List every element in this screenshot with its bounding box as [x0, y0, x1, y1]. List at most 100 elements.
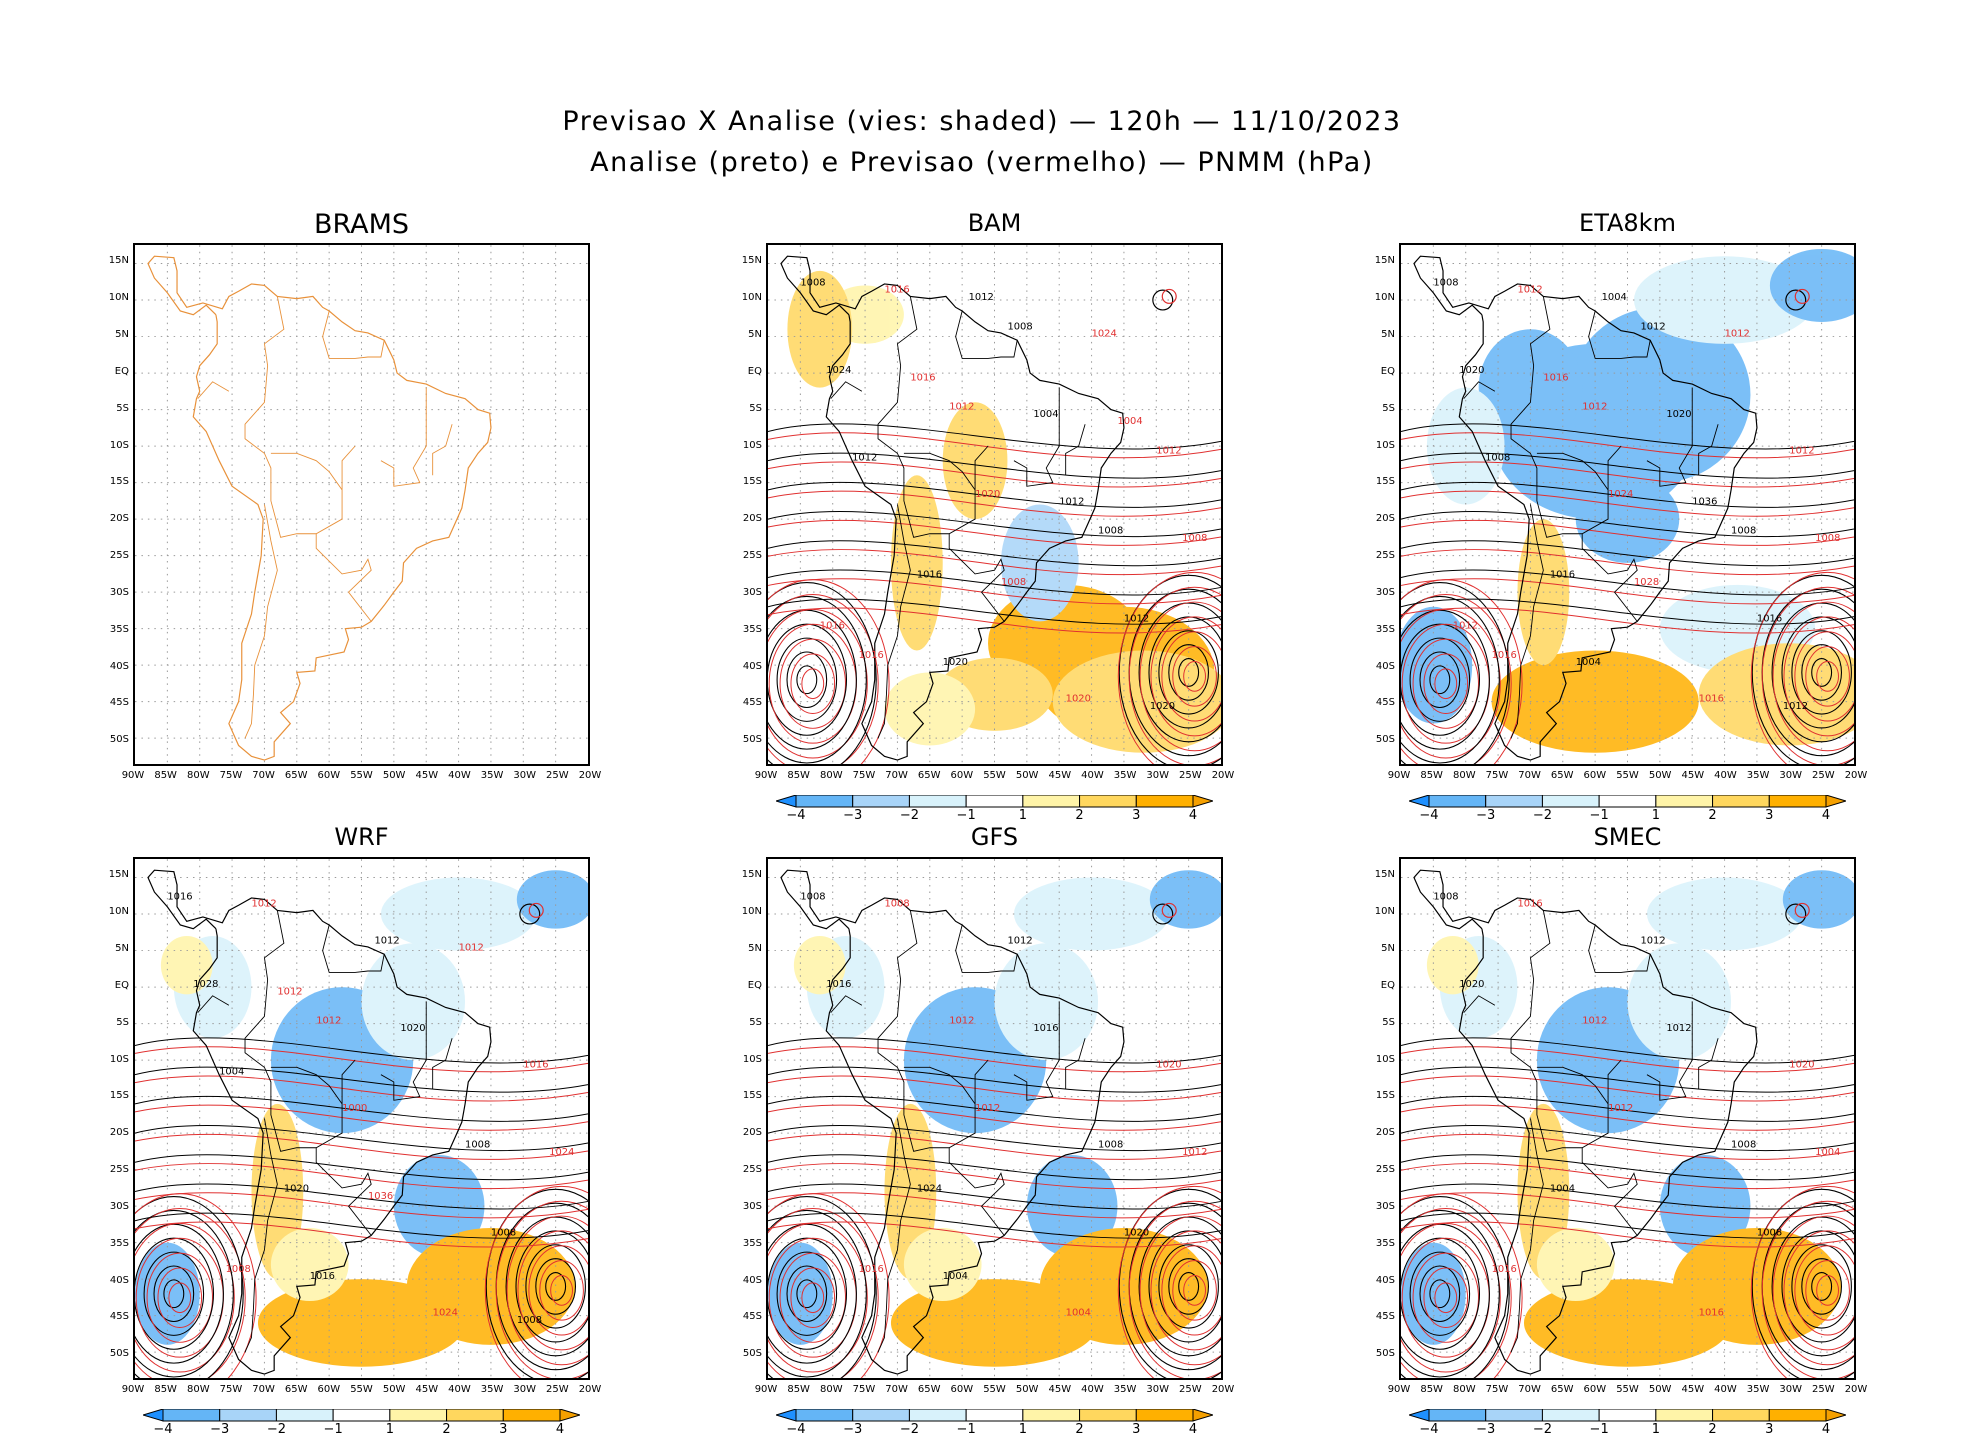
forecast-isobar [539, 1260, 584, 1321]
lat-tick-label: 15N [741, 255, 762, 267]
analysis-isobar [1811, 658, 1833, 687]
analysis-isobar [1409, 1251, 1471, 1336]
country-border [322, 924, 385, 973]
bias-region [1698, 643, 1854, 746]
colorbar-label: −4 [1419, 1422, 1439, 1437]
analysis-isobar [768, 1095, 1221, 1122]
lat-tick-label: 15N [1374, 869, 1395, 881]
colorbar-arrow-low [774, 1408, 797, 1422]
lat-lon-grid [1401, 859, 1854, 1378]
isobar-value-label: 1024 [549, 1147, 574, 1158]
isobar-labels: 1008 1012 1008 1016 1012 1012 1016 1016 1020 1024… [1433, 277, 1840, 711]
forecast-isobar [768, 1075, 1221, 1102]
analysis-isobar [786, 1265, 828, 1323]
country-border [1607, 1059, 1622, 1104]
isobar-value-label: 1020 [1150, 701, 1175, 712]
lon-tick-label: 20W [578, 770, 602, 781]
map-canvas-smec: 1008 1012 1008 1016 1012 1020 1004 1016 1020 1012… [1401, 859, 1854, 1378]
lat-tick-label: 35S [742, 623, 762, 635]
country-border [1065, 424, 1086, 476]
forecast-isobar [1172, 1260, 1217, 1321]
lon-tick-label: 50W [1015, 1384, 1039, 1395]
lat-tick-label: 15S [109, 476, 129, 488]
colorbar-label: −2 [899, 1422, 919, 1437]
lon-tick-label: 20W [1211, 770, 1235, 781]
analysis-isobar [1138, 1216, 1221, 1357]
lon-tick-label: 20W [1211, 1384, 1235, 1395]
forecast-isobar [1794, 631, 1854, 722]
forecast-isobar [135, 1133, 588, 1160]
isobar-value-label: 1016 [820, 621, 845, 632]
isobar-value-label: 1008 [1007, 321, 1032, 332]
forecast-isobar [484, 1185, 588, 1378]
isobar-contours [1401, 288, 1854, 764]
isobar-value-label: 1012 [969, 292, 994, 303]
forecast-isobar [1434, 668, 1458, 700]
lat-tick-label: 5N [1381, 943, 1395, 955]
colorbar-label: −3 [843, 808, 863, 823]
forecast-isobar [1161, 631, 1221, 722]
analysis-isobar [1152, 903, 1174, 925]
colorbar-label: −2 [1532, 808, 1552, 823]
lat-tick-label: 50S [742, 1348, 762, 1360]
lon-tick-label: 75W [852, 770, 876, 781]
map-panel-smec: 1008 1012 1008 1016 1012 1020 1004 1016 1020 1012… [1399, 857, 1856, 1380]
forecast-isobar [1401, 1163, 1854, 1190]
isobar-value-label: 1004 [1033, 409, 1058, 420]
country-border [948, 1147, 1005, 1236]
forecast-isobar [1783, 616, 1854, 737]
forecast-isobar [517, 1230, 588, 1351]
analysis-isobar [135, 1037, 588, 1064]
lon-tick-label: 65W [284, 1384, 308, 1395]
lon-tick-label: 70W [885, 770, 908, 781]
country-border [1698, 424, 1719, 476]
lon-tick-label: 80W [1452, 770, 1476, 781]
analysis-isobar [1138, 602, 1221, 743]
analysis-isobar [485, 1188, 588, 1378]
panel-title-brams: BRAMS [313, 209, 410, 240]
colorbar-segment [1768, 1408, 1827, 1422]
analysis-isobar [135, 1196, 244, 1378]
forecast-isobar [1761, 586, 1854, 764]
isobar-contours [1401, 902, 1854, 1378]
lat-lon-grid [768, 859, 1221, 1378]
analysis-isobar [135, 1154, 588, 1181]
lon-tick-label: 30W [1146, 770, 1170, 781]
panel-title-gfs: GFS [970, 823, 1019, 851]
lon-tick-label: 85W [154, 770, 177, 781]
analysis-isobar [768, 1154, 1221, 1181]
colorbar-segment [795, 794, 854, 808]
isobar-value-label: 1012 [1640, 935, 1665, 946]
country-border [244, 1118, 278, 1353]
isobar-value-label: 1012 [1517, 285, 1542, 296]
country-border [974, 445, 989, 490]
analysis-isobar [768, 1196, 877, 1378]
isobar-value-label: 1012 [1725, 329, 1750, 340]
lat-tick-label: 25S [742, 1164, 762, 1176]
analysis-isobar [1401, 1209, 1500, 1378]
map-panel-wrf: 1016 1012 1008 1008 1012 1016 1020 1024 1028 1000… [133, 857, 590, 1380]
lon-tick-label: 90W [1387, 770, 1411, 781]
country-border [877, 910, 976, 1152]
lon-tick-label: 60W [317, 1384, 341, 1395]
lon-tick-label: 45W [1048, 1384, 1072, 1395]
country-border [432, 424, 453, 476]
country-border [974, 1059, 989, 1104]
analysis-isobar [1401, 1183, 1854, 1210]
lon-tick-label: 25W [1812, 1384, 1835, 1395]
bias-region [890, 1279, 1099, 1367]
colorbar-segment [1428, 794, 1487, 808]
isobar-value-label: 1004 [1602, 292, 1627, 303]
forecast-isobar [768, 432, 1221, 459]
analysis-isobar [135, 1209, 234, 1378]
country-border [1065, 1038, 1086, 1090]
analysis-isobar [768, 1212, 1221, 1239]
lat-tick-label: 50S [109, 734, 129, 746]
isobar-labels: 1016 1012 1008 1008 1012 1016 1020 1024 1028 1000… [167, 891, 574, 1325]
forecast-isobar [1401, 519, 1854, 546]
forecast-isobar [1117, 1185, 1221, 1378]
colorbar-segment [1485, 1408, 1543, 1422]
colorbar-segment [1135, 1408, 1194, 1422]
isobar-value-label: 1004 [943, 1271, 968, 1282]
colorbar-label: −1 [956, 808, 976, 823]
